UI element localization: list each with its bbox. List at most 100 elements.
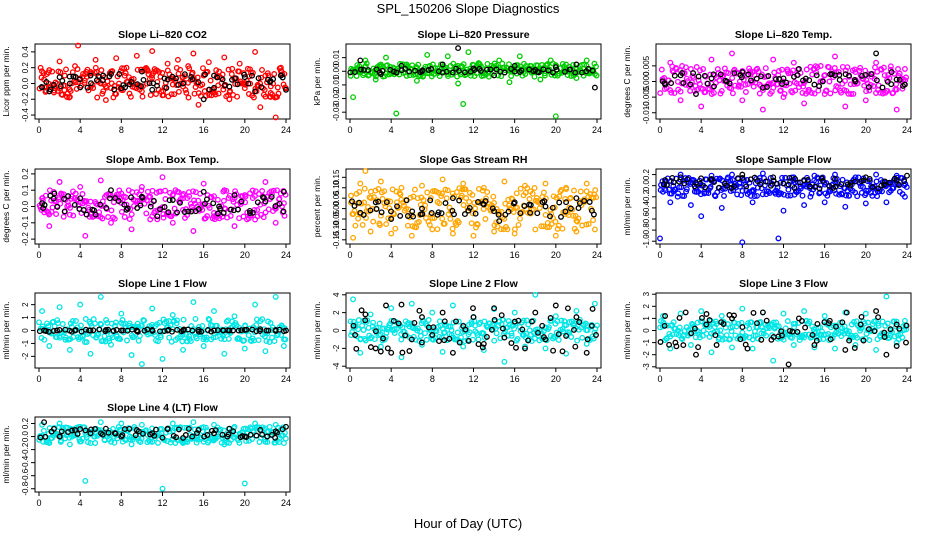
data-point [802, 324, 809, 331]
data-point [393, 69, 400, 76]
data-point [128, 352, 135, 359]
data-point [183, 89, 190, 96]
data-point [496, 218, 503, 225]
data-point [590, 217, 597, 224]
data-point [267, 93, 274, 100]
data-point [175, 88, 182, 95]
data-point [128, 78, 135, 85]
data-point [147, 92, 154, 99]
data-point [449, 225, 456, 232]
data-point [708, 172, 715, 179]
y-tick-label: -0.4 [21, 108, 30, 122]
y-tick-label: 0.2 [21, 62, 30, 74]
data-point [194, 430, 200, 436]
data-point [466, 329, 473, 336]
panel-title: Slope Li–820 Temp. [735, 29, 832, 41]
data-point [842, 77, 848, 84]
data-point [839, 319, 846, 326]
page-title: SPL_150206 Slope Diagnostics [376, 1, 560, 16]
data-point [274, 429, 281, 436]
data-point [392, 225, 399, 232]
data-point [749, 336, 756, 343]
data-point [199, 206, 206, 213]
data-point [552, 313, 559, 320]
data-point [809, 323, 816, 330]
data-point [245, 80, 252, 87]
data-point [744, 345, 751, 352]
data-point [753, 75, 760, 82]
data-point [713, 321, 720, 327]
x-tick-label: 16 [199, 498, 209, 508]
data-point [485, 73, 492, 80]
data-point [779, 66, 785, 73]
data-point [460, 180, 467, 187]
data-point [591, 300, 598, 307]
x-tick-label: 8 [119, 250, 124, 260]
data-point [520, 317, 527, 324]
data-point [491, 228, 498, 235]
data-point [103, 317, 110, 323]
data-point [139, 93, 146, 100]
data-point [846, 72, 852, 79]
data-point [206, 204, 213, 211]
data-point [255, 75, 262, 82]
data-point [403, 197, 410, 204]
data-point [83, 339, 90, 346]
x-tick-label: 0 [36, 498, 41, 508]
y-tick-label: 2 [21, 302, 30, 307]
data-point [786, 327, 793, 334]
data-point [541, 72, 548, 79]
data-point [754, 65, 761, 72]
data-point [230, 327, 237, 334]
data-point [428, 210, 435, 216]
panel-title: Slope Gas Stream RH [420, 154, 528, 166]
data-point [169, 312, 176, 318]
y-tick-label: 3 [642, 291, 651, 296]
data-point [278, 332, 285, 338]
data-point [231, 192, 238, 199]
data-point [836, 76, 843, 83]
data-point [419, 182, 425, 189]
data-point [370, 218, 377, 225]
data-point [347, 72, 354, 79]
data-point [573, 307, 580, 314]
data-point [189, 433, 196, 440]
x-tick-label: 16 [199, 125, 209, 135]
data-point [865, 326, 872, 333]
data-point [792, 320, 799, 327]
data-point [241, 345, 248, 352]
data-point [355, 326, 362, 333]
data-point [495, 211, 502, 218]
x-tick-label: 24 [592, 125, 602, 135]
data-point [548, 317, 555, 324]
data-point [729, 344, 735, 351]
data-point [252, 88, 259, 95]
data-point [739, 97, 746, 104]
data-point [77, 423, 84, 430]
data-point [479, 344, 486, 351]
data-point [372, 199, 379, 206]
data-point [97, 201, 104, 208]
data-point [388, 208, 394, 215]
data-point [112, 319, 119, 326]
data-point [264, 330, 271, 337]
data-point [429, 309, 436, 316]
data-point [442, 200, 449, 207]
data-point [501, 178, 508, 185]
data-point [677, 174, 684, 181]
data-point [397, 212, 404, 219]
x-tick-label: 20 [240, 374, 250, 384]
data-point [80, 207, 87, 213]
data-point [491, 199, 497, 206]
data-point [351, 69, 358, 76]
data-point [204, 432, 211, 438]
panel-title: Slope Line 3 Flow [739, 278, 829, 290]
data-point [729, 50, 735, 57]
data-point [350, 322, 357, 329]
data-point [280, 440, 287, 447]
data-point [208, 328, 215, 335]
data-point [56, 74, 63, 81]
data-point [675, 190, 682, 197]
